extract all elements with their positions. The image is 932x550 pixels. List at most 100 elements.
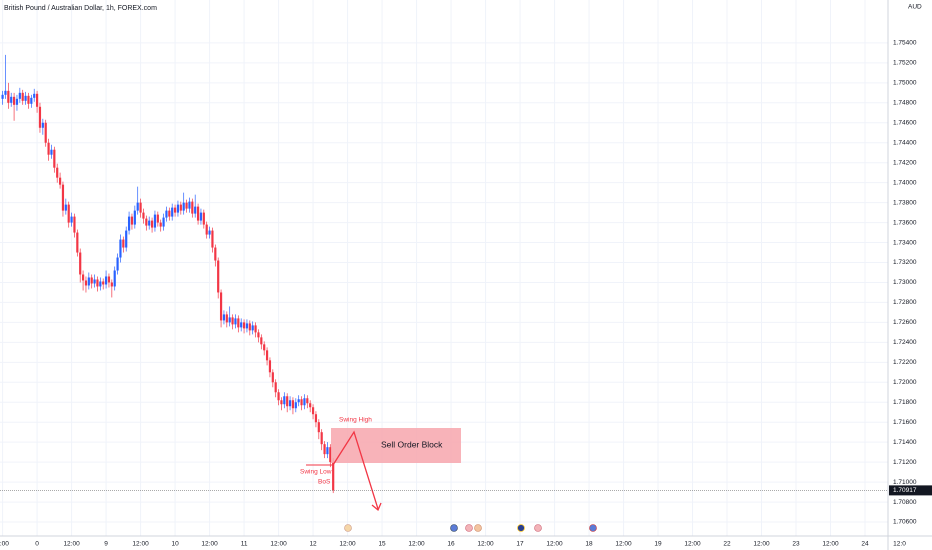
candle-body [148,220,151,226]
candle-body [159,222,162,227]
candle-body [205,224,208,235]
candle-body [237,318,240,328]
currency-label: AUD [908,4,922,11]
candle-body [194,206,197,214]
x-tick-label: 12:00 [546,541,563,548]
candle-body [56,167,59,178]
x-tick-label: 12:00 [615,541,632,548]
candle-body [107,276,111,283]
candle-body [300,399,303,406]
candle-body [84,280,88,286]
candle-body [182,202,185,211]
candle-body [199,212,203,221]
candle-body [76,232,79,253]
x-tick-label: 19 [654,541,662,548]
y-tick-label: 1.73200 [893,259,917,266]
candle-body [133,210,136,225]
x-tick-label: 0 [35,541,39,548]
candle-body [50,149,53,155]
candle-body [263,344,266,351]
price-axis [888,0,932,550]
y-tick-label: 1.72200 [893,359,917,366]
candle-body [64,204,67,211]
candle-body [15,98,19,105]
candle-body [326,447,329,455]
x-tick-label: 17 [516,541,524,548]
y-tick-label: 1.73400 [893,239,917,246]
candle-body [61,184,65,211]
candle-body [228,317,231,323]
event-icon [465,524,473,532]
candle-body [122,239,125,248]
candle-body [332,462,335,491]
candle-body [4,90,7,95]
y-tick-label: 1.72000 [893,379,917,386]
candle-body [323,444,326,455]
candle-body [125,230,128,248]
x-tick-label: 12:00 [753,541,770,548]
candle-body [90,277,93,284]
y-tick-label: 1.73600 [893,219,917,226]
y-tick-label: 1.71400 [893,439,917,446]
candle-body [38,106,42,128]
x-tick-label: 18 [585,541,593,548]
candle-body [245,323,249,329]
candle-body [176,204,180,213]
y-tick-label: 1.70600 [893,519,917,526]
chart-title: British Pound / Australian Dollar, 1h, F… [4,5,157,12]
y-tick-label: 1.74600 [893,119,917,126]
candle-body [254,325,257,333]
candle-body [53,149,56,168]
bos-label: BoS [318,479,331,486]
candle-body [329,447,332,463]
candle-body [314,414,318,423]
x-tick-label: 12:00 [270,541,287,548]
last-price-label: 1.70917 [893,487,917,494]
candle-body [240,322,243,328]
x-tick-label: 12:00 [132,541,149,548]
y-tick-label: 1.71200 [893,459,917,466]
candle-body [145,218,148,226]
candle-body [320,432,323,445]
candle-body [268,360,272,373]
drawings: Swing High Swing Low BoS Sell Order Bloc… [300,417,461,512]
candle-body [297,399,300,403]
candle-body [156,214,159,223]
x-tick-label: 12:00 [201,541,218,548]
candle-body [7,90,10,103]
candle-body [222,314,226,321]
candle-body [251,325,254,331]
x-tick-label: 1:00 [0,541,9,548]
candle-body [142,212,145,219]
candle-body [165,210,168,218]
candle-body [202,212,205,225]
candle-body [191,201,194,214]
candle-body [274,382,277,393]
time-axis [0,536,932,550]
candle-body [96,279,99,287]
x-tick-label: 12 [309,541,317,548]
y-tick-label: 1.72800 [893,299,917,306]
x-tick-label: 12:00 [684,541,701,548]
candle-body [234,318,237,325]
candle-body [102,281,105,285]
candle-body [150,220,154,228]
candle-body [79,252,82,275]
candle-body [153,214,157,228]
candle-body [231,317,234,325]
candle-body [265,350,269,361]
candle-body [185,202,188,209]
x-tick-label: 15 [378,541,386,548]
candle-body [24,95,27,101]
candle-body [35,93,39,107]
candle-body [21,92,24,101]
y-tick-label: 1.72400 [893,339,917,346]
x-tick-label: 23 [792,541,800,548]
order-block-label: Sell Order Block [381,439,443,449]
candle-body [309,403,312,408]
candle-body [127,216,131,231]
event-icon [474,524,482,532]
candle-body [104,276,108,285]
